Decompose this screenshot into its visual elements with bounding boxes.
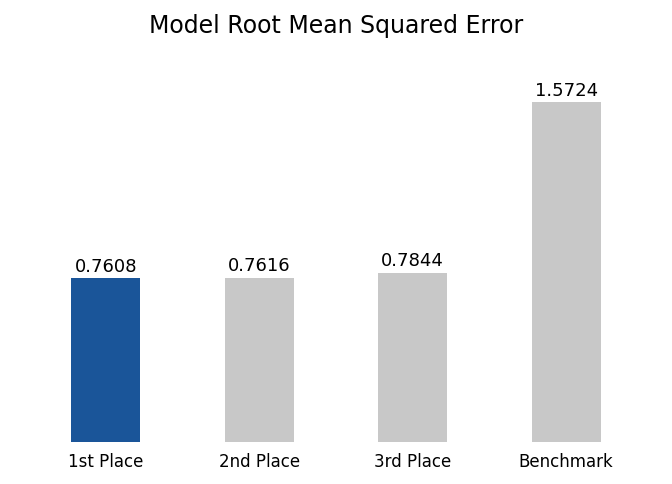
Bar xyxy=(71,278,140,442)
Bar xyxy=(378,273,447,442)
Text: 1.5724: 1.5724 xyxy=(534,82,597,100)
Bar xyxy=(532,103,601,442)
Bar xyxy=(225,278,294,442)
Title: Model Root Mean Squared Error: Model Root Mean Squared Error xyxy=(149,14,523,38)
Text: 0.7616: 0.7616 xyxy=(228,257,290,275)
Text: 0.7844: 0.7844 xyxy=(381,252,444,270)
Text: 0.7608: 0.7608 xyxy=(75,257,137,275)
